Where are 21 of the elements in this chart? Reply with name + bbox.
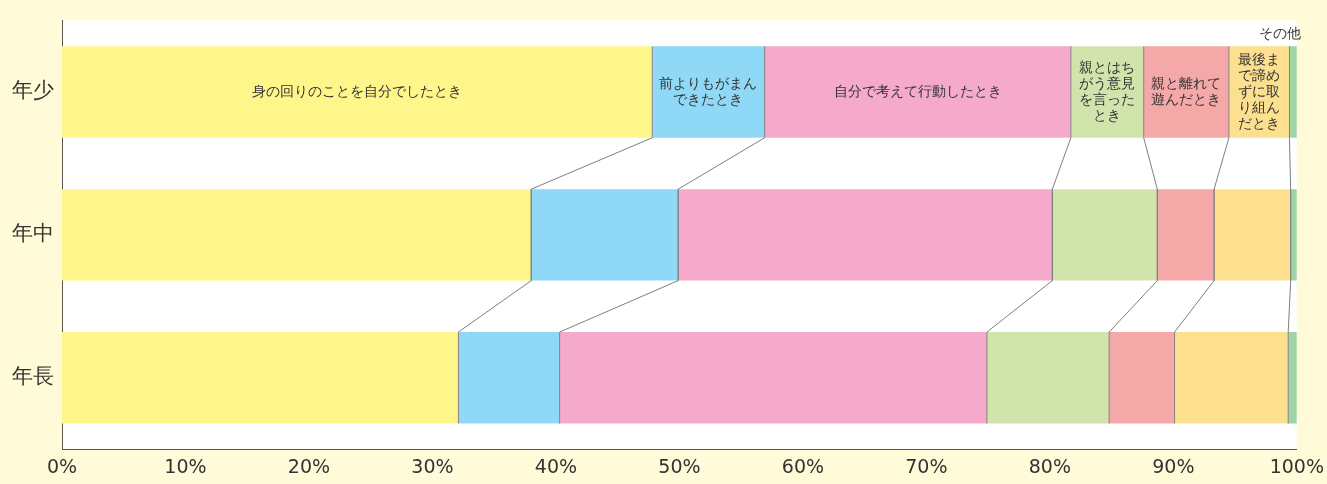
y-tick-label: 年長 xyxy=(12,364,54,389)
x-tick-label: 100% xyxy=(1269,454,1324,477)
x-tick-label: 50% xyxy=(658,454,701,477)
y-tick-label: 年中 xyxy=(12,221,54,246)
x-tick-label: 10% xyxy=(164,454,207,477)
x-tick-label: 60% xyxy=(781,454,825,477)
series-label: 親と離れて遊んだとき xyxy=(1151,74,1222,107)
x-tick-label: 90% xyxy=(1152,454,1195,477)
x-tick-label: 80% xyxy=(1028,454,1071,477)
x-tick-label: 70% xyxy=(905,454,948,477)
x-tick-label: 20% xyxy=(287,454,331,477)
series-label: 身の回りのことを自分でしたとき xyxy=(252,82,463,99)
x-tick-label: 40% xyxy=(534,454,578,477)
series-label: その他 xyxy=(1258,24,1301,41)
x-tick-label: 0% xyxy=(46,454,78,477)
x-tick-label: 30% xyxy=(411,454,454,477)
series-label: 自分で考えて行動したとき xyxy=(833,82,1002,99)
series-label: 親とはちがう意見を言ったとき xyxy=(1079,58,1136,123)
y-tick-label: 年少 xyxy=(12,78,54,103)
series-label: 前よりもがまんできたとき xyxy=(659,74,758,107)
series-label: 最後まで諦めずに取り組んだとき xyxy=(1238,50,1281,131)
